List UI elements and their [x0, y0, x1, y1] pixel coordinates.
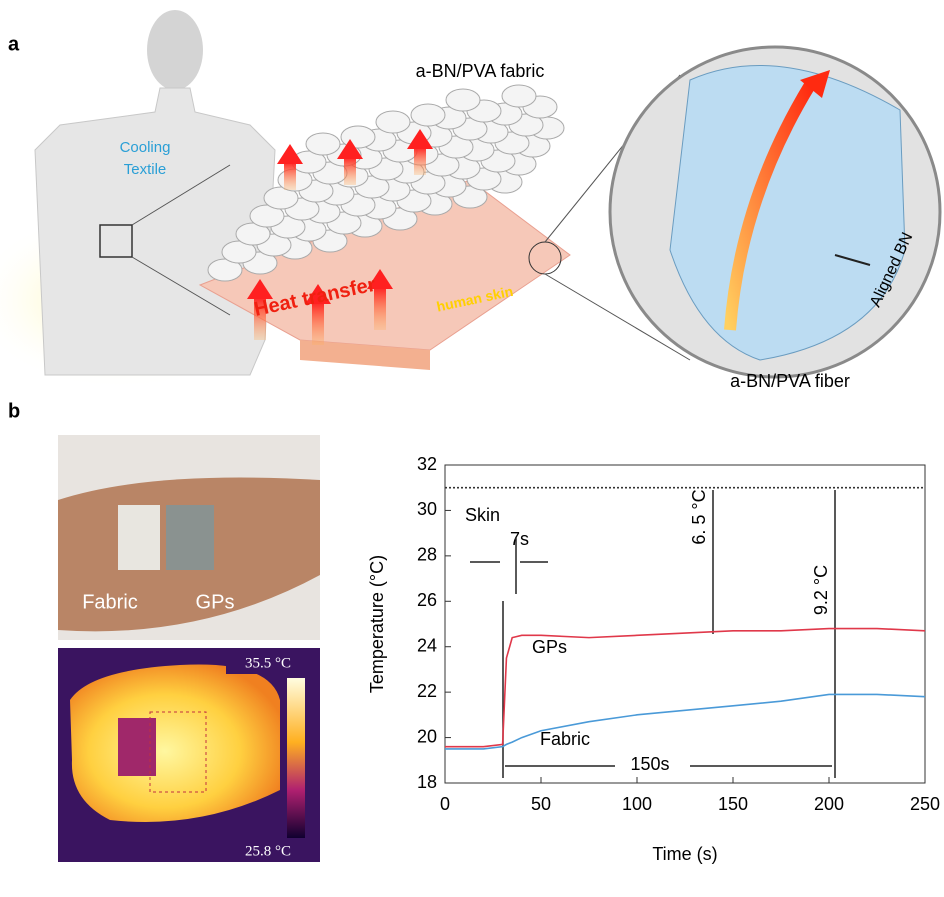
y-tick-label: 18	[417, 772, 437, 792]
plot-frame	[445, 465, 925, 783]
yarn	[376, 111, 410, 133]
y-tick-label: 26	[417, 590, 437, 610]
y-tick-label: 30	[417, 499, 437, 519]
yarn	[502, 85, 536, 107]
heat-arrow	[284, 162, 296, 190]
x-tick-label: 50	[531, 794, 551, 814]
y-axis-label: Temperature (°C)	[367, 555, 387, 693]
annotation: 6. 5 °C	[689, 489, 709, 544]
annotation: 150s	[630, 754, 669, 774]
x-tick-label: 200	[814, 794, 844, 814]
textile-label: Textile	[124, 161, 167, 178]
photo: Fabric GPs 35.5 °C 25.8 °C	[58, 435, 320, 862]
x-tick-label: 100	[622, 794, 652, 814]
panel-label: b	[8, 400, 20, 422]
y-tick-label: 32	[417, 454, 437, 474]
photo-label: Fabric	[82, 591, 138, 613]
fabric-label: a-BN/PVA fabric	[416, 61, 545, 81]
yarn	[411, 104, 445, 126]
head	[147, 10, 203, 90]
color-bar	[287, 678, 305, 838]
annotation: 9.2 °C	[811, 565, 831, 615]
y-tick-label: 20	[417, 726, 437, 746]
y-tick-label: 22	[417, 681, 437, 701]
fiber-label: a-BN/PVA fiber	[730, 371, 850, 391]
x-tick-label: 0	[440, 794, 450, 814]
series-label: Fabric	[540, 729, 590, 749]
heat-arrow	[344, 157, 356, 185]
y-tick-label: 28	[417, 545, 437, 565]
series-label: Skin	[465, 505, 500, 525]
yarn	[306, 133, 340, 155]
photo-label: GPs	[196, 591, 235, 613]
y-tick-label: 24	[417, 635, 437, 655]
fabric-patch	[118, 505, 160, 570]
heat-arrow	[414, 147, 426, 175]
thermal-max: 35.5 °C	[245, 655, 291, 671]
thermal-min: 25.8 °C	[245, 843, 291, 859]
gps-patch	[166, 505, 214, 570]
thermal-hand	[70, 664, 280, 822]
yarn	[446, 89, 480, 111]
x-tick-label: 250	[910, 794, 940, 814]
textile-label: Cooling	[120, 139, 171, 156]
x-tick-label: 150	[718, 794, 748, 814]
series-line	[445, 694, 925, 749]
chart: Temperature (°C) Time (s) Skin GPs Fabri…	[367, 454, 940, 864]
annotation: 7s	[510, 529, 529, 549]
x-axis-label: Time (s)	[652, 844, 717, 864]
series-line	[445, 629, 925, 747]
figure: a a-BN/PVA fabric Cooling Textile Heat t…	[0, 0, 944, 892]
series-label: GPs	[532, 637, 567, 657]
panel-label: a	[8, 33, 20, 55]
yarn	[341, 126, 375, 148]
